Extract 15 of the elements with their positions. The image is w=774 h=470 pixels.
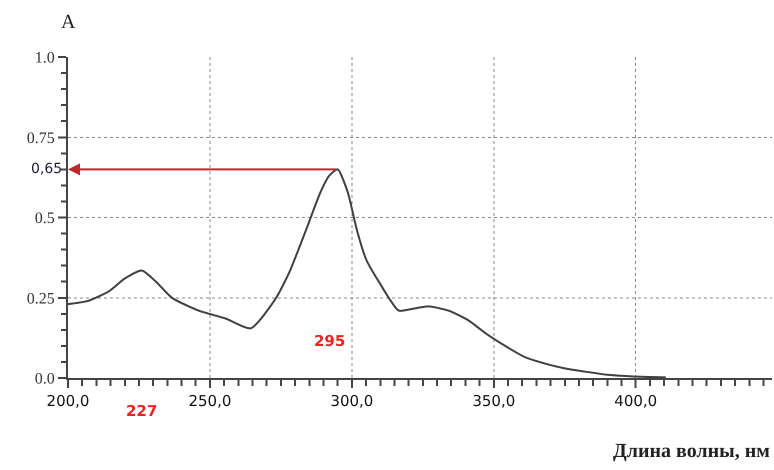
text: 0,65 bbox=[31, 161, 62, 177]
y-tick-label: 0.75 bbox=[26, 130, 55, 147]
text: 227 bbox=[126, 402, 158, 420]
x-tick-label: 350,0 bbox=[472, 392, 516, 410]
x-tick-label: 300,0 bbox=[330, 392, 374, 410]
y-tick-label: 0.0 bbox=[34, 370, 55, 388]
x-tick-label: 200,0 bbox=[46, 392, 90, 410]
x-tick-label: 400,0 bbox=[614, 392, 658, 410]
y-tick-label: 0.25 bbox=[26, 290, 55, 308]
x-tick-label: 250,0 bbox=[188, 392, 232, 410]
x-axis-title: Длина волны, нм bbox=[613, 440, 770, 462]
y-tick-label: 1.0 bbox=[34, 50, 55, 67]
y-tick-label: 0.5 bbox=[34, 210, 55, 228]
annotation: 295 bbox=[314, 332, 346, 350]
y-axis-title: A bbox=[61, 11, 76, 33]
